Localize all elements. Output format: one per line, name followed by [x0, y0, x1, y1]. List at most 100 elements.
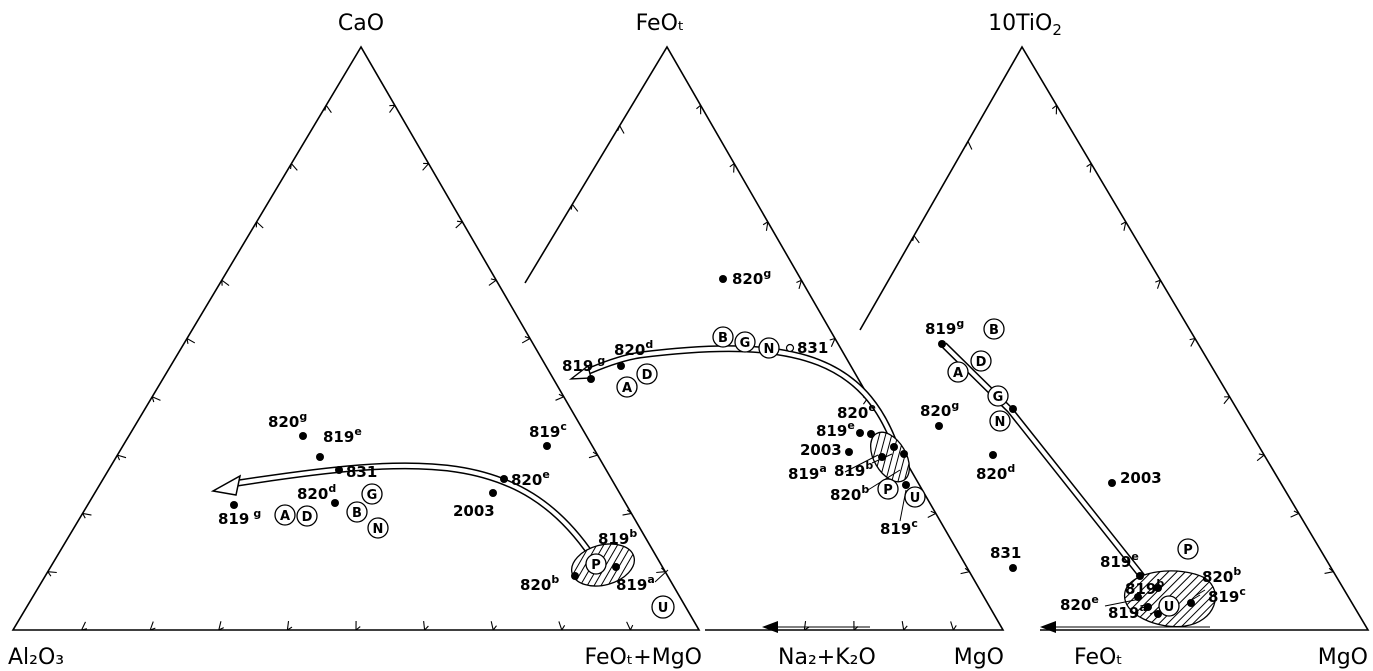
edge-tick	[1290, 510, 1300, 518]
triangle-3: 10TiO2 FeOₜ MgO 819g 820g 820d 2003 831 …	[859, 11, 1370, 670]
edge-tick	[558, 621, 566, 631]
svg-text:D: D	[976, 355, 987, 370]
edge-tick	[151, 396, 161, 403]
circled-marker-D: D	[636, 363, 658, 385]
sample-label: 2003	[800, 441, 842, 459]
circled-marker-B: B	[983, 318, 1005, 340]
svg-text:A: A	[280, 509, 290, 524]
triangle-2-top-label: FeOₜ	[636, 11, 685, 36]
circled-marker-U: U	[651, 595, 675, 619]
svg-text:B: B	[989, 323, 999, 338]
sample-point	[867, 430, 875, 438]
edge-tick	[422, 162, 430, 171]
sample-label: 820b	[830, 483, 869, 504]
circled-marker-G: G	[987, 385, 1009, 407]
sample-point	[1154, 584, 1162, 592]
circled-marker-P: P	[585, 553, 607, 575]
edge-tick	[1086, 163, 1092, 173]
triangle-2-direction-arrowhead	[762, 621, 778, 633]
edge-tick	[455, 220, 463, 229]
triangle-1-left-label: Al₂O₃	[8, 645, 64, 670]
circled-marker-N: N	[758, 337, 780, 359]
svg-text:B: B	[352, 506, 362, 521]
sample-point-open	[785, 343, 795, 353]
edge-tick	[950, 621, 957, 631]
sample-label: 831	[797, 339, 828, 357]
sample-label: 819a	[1108, 601, 1147, 622]
sample-label: 819e	[816, 419, 855, 440]
triangle-1-right-label: FeOₜ+MgO	[585, 645, 703, 670]
svg-text:D: D	[642, 368, 653, 383]
edge-tick	[1324, 567, 1334, 574]
circled-marker-G: G	[734, 331, 756, 353]
edge-tick	[1223, 396, 1231, 405]
svg-text:A: A	[622, 381, 632, 396]
svg-text:A: A	[953, 366, 963, 381]
sample-label: 819c	[529, 420, 567, 441]
sample-label: 819b	[834, 459, 873, 480]
sample-point	[543, 442, 551, 450]
svg-text:N: N	[373, 522, 384, 537]
sample-point	[299, 432, 307, 440]
sample-label: 820d	[297, 482, 336, 503]
edge-tick	[324, 104, 332, 113]
triangle-3-right-label: MgO	[1318, 645, 1368, 670]
sample-point	[1009, 564, 1017, 572]
triangle-2-left-label: Na₂+K₂O	[778, 645, 876, 670]
circled-marker-G: G	[361, 483, 383, 505]
triangle-2: FeOₜ Na₂+K₂O MgO 820g 820d 819 g 831 820e…	[524, 11, 1005, 670]
circled-marker-N: N	[989, 410, 1011, 432]
edge-tick	[149, 621, 156, 631]
sample-label: 820e	[511, 468, 550, 489]
label-leader	[1104, 589, 1206, 615]
edge-tick	[1155, 279, 1161, 289]
edge-tick	[82, 512, 92, 519]
edge-tick	[803, 621, 810, 631]
sample-point	[571, 572, 579, 580]
edge-tick	[927, 510, 937, 518]
sample-point	[856, 429, 864, 437]
circled-marker-A: A	[274, 504, 296, 526]
circled-marker-P: P	[877, 478, 899, 500]
circled-marker-A: A	[616, 376, 638, 398]
edge-tick	[355, 620, 361, 631]
svg-text:G: G	[993, 390, 1004, 405]
sample-label: 820d	[976, 462, 1015, 483]
svg-text:G: G	[367, 488, 378, 503]
sample-label: 820d	[614, 338, 653, 359]
sample-point	[335, 466, 343, 474]
circled-marker-U: U	[904, 486, 926, 508]
edge-tick	[912, 235, 920, 244]
triangle-2-arrowhead	[568, 364, 592, 380]
sample-label: 831	[990, 544, 1021, 562]
edge-tick	[829, 337, 836, 347]
sample-point	[935, 422, 943, 430]
edge-tick	[186, 338, 196, 344]
triangle-1-ticks	[47, 104, 666, 631]
circled-marker-B: B	[346, 501, 368, 523]
sample-point	[1136, 572, 1144, 580]
triangle-2-hatched-field	[870, 431, 910, 483]
edge-tick	[729, 163, 735, 173]
sample-point	[331, 499, 339, 507]
sample-label: 820b	[520, 573, 559, 594]
triangle-1-trend-arrow-core	[237, 463, 594, 558]
svg-text:U: U	[910, 491, 921, 506]
edge-tick	[960, 567, 970, 575]
sample-point	[900, 450, 908, 458]
sample-point	[719, 275, 727, 283]
edge-tick	[490, 621, 497, 631]
sample-point	[617, 362, 625, 370]
sample-label: 2003	[453, 502, 495, 520]
edge-tick	[286, 621, 293, 631]
circled-marker-A: A	[947, 361, 969, 383]
svg-text:D: D	[302, 510, 313, 525]
edge-tick	[81, 621, 88, 631]
circled-marker-D: D	[970, 350, 992, 372]
triangle-1: CaO Al₂O₃ FeOₜ+MgO 820g 819e 831 820d 81…	[8, 11, 702, 670]
edge-tick	[588, 451, 598, 459]
sample-label: 819b	[598, 527, 637, 548]
